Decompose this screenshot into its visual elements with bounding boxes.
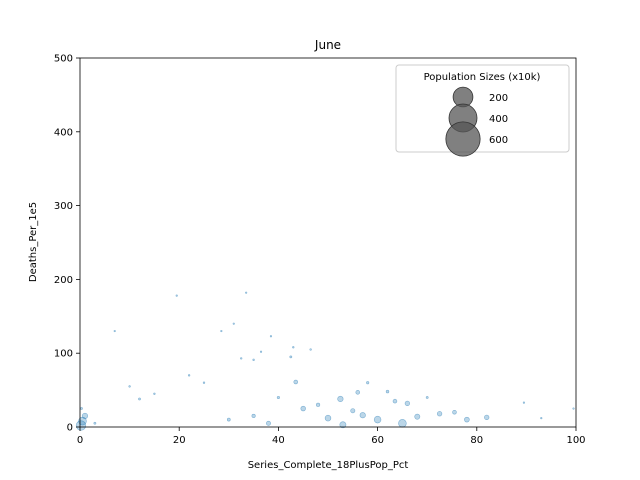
scatter-point xyxy=(540,417,543,420)
legend-title: Population Sizes (x10k) xyxy=(424,72,541,83)
scatter-point xyxy=(220,329,223,333)
scatter-point xyxy=(425,396,429,399)
legend-entries: 200 400 600 xyxy=(445,86,508,157)
scatter-point xyxy=(276,395,280,400)
y-tick-label: 200 xyxy=(54,275,73,286)
y-tick-label: 400 xyxy=(54,127,73,138)
y-tick-label: 500 xyxy=(54,54,73,65)
legend-box xyxy=(395,64,570,153)
scatter-point xyxy=(366,381,370,385)
scatter-point xyxy=(300,405,306,412)
scatter-point xyxy=(75,420,87,431)
scatter-point xyxy=(414,413,421,420)
y-tick-label: 0 xyxy=(67,423,73,434)
scatter-point xyxy=(269,335,273,338)
scatter-point xyxy=(404,400,410,407)
x-axis: 0 20 40 60 80 100 xyxy=(77,427,586,446)
x-tick-label: 20 xyxy=(173,435,186,446)
points-layer xyxy=(75,291,575,431)
scatter-point xyxy=(226,417,231,422)
scatter-point xyxy=(324,414,332,422)
scatter-point xyxy=(289,355,293,359)
scatter-point xyxy=(175,294,178,297)
scatter-point xyxy=(350,408,356,414)
scatter-point xyxy=(385,389,390,394)
x-tick-label: 80 xyxy=(470,435,483,446)
scatter-point xyxy=(251,413,256,418)
y-tick-label: 300 xyxy=(54,201,73,212)
y-tick-label: 100 xyxy=(54,349,73,360)
legend-size-marker xyxy=(445,121,481,157)
scatter-point xyxy=(128,385,131,388)
legend: Population Sizes (x10k) 200 400 600 xyxy=(395,64,570,157)
scatter-point xyxy=(392,398,398,404)
y-axis: 0 100 200 300 400 500 xyxy=(54,54,80,434)
x-tick-label: 0 xyxy=(77,435,83,446)
scatter-point xyxy=(522,401,526,404)
scatter-point xyxy=(355,390,361,395)
scatter-point xyxy=(240,357,243,360)
scatter-point xyxy=(452,409,457,415)
x-axis-label: Series_Complete_18PlusPop_Pct xyxy=(248,460,409,471)
scatter-point xyxy=(359,412,366,419)
legend-entry-label: 200 xyxy=(489,93,508,104)
x-tick-label: 100 xyxy=(566,435,585,446)
scatter-point xyxy=(572,407,575,410)
scatter-point xyxy=(187,374,191,377)
scatter-point xyxy=(81,412,89,420)
scatter-point xyxy=(266,420,271,426)
scatter-point xyxy=(464,416,470,423)
scatter-point xyxy=(153,392,156,395)
scatter-point xyxy=(93,421,97,425)
scatter-point xyxy=(484,414,490,421)
y-axis-label: Deaths_Per_1e5 xyxy=(28,202,39,282)
scatter-point xyxy=(316,402,321,407)
chart-title: June xyxy=(314,38,341,52)
scatter-point xyxy=(292,346,295,349)
scatter-point xyxy=(138,397,141,401)
legend-entry-label: 400 xyxy=(489,114,508,125)
x-tick-label: 60 xyxy=(371,435,384,446)
scatter-point xyxy=(309,348,312,351)
plot-frame xyxy=(79,57,577,428)
scatter-point xyxy=(259,350,263,353)
scatter-point xyxy=(232,322,235,325)
scatter-point xyxy=(252,358,255,362)
scatter-point xyxy=(293,379,299,385)
scatter-point xyxy=(398,419,407,428)
scatter-point xyxy=(373,415,382,424)
x-tick-label: 40 xyxy=(272,435,285,446)
scatter-point xyxy=(245,291,248,294)
legend-entry-label: 600 xyxy=(489,135,508,146)
scatter-point xyxy=(80,407,83,410)
scatter-point xyxy=(339,421,347,429)
scatter-point xyxy=(337,395,344,403)
scatter-point xyxy=(436,411,443,417)
scatter-point xyxy=(113,329,116,333)
scatter-point xyxy=(202,381,206,384)
